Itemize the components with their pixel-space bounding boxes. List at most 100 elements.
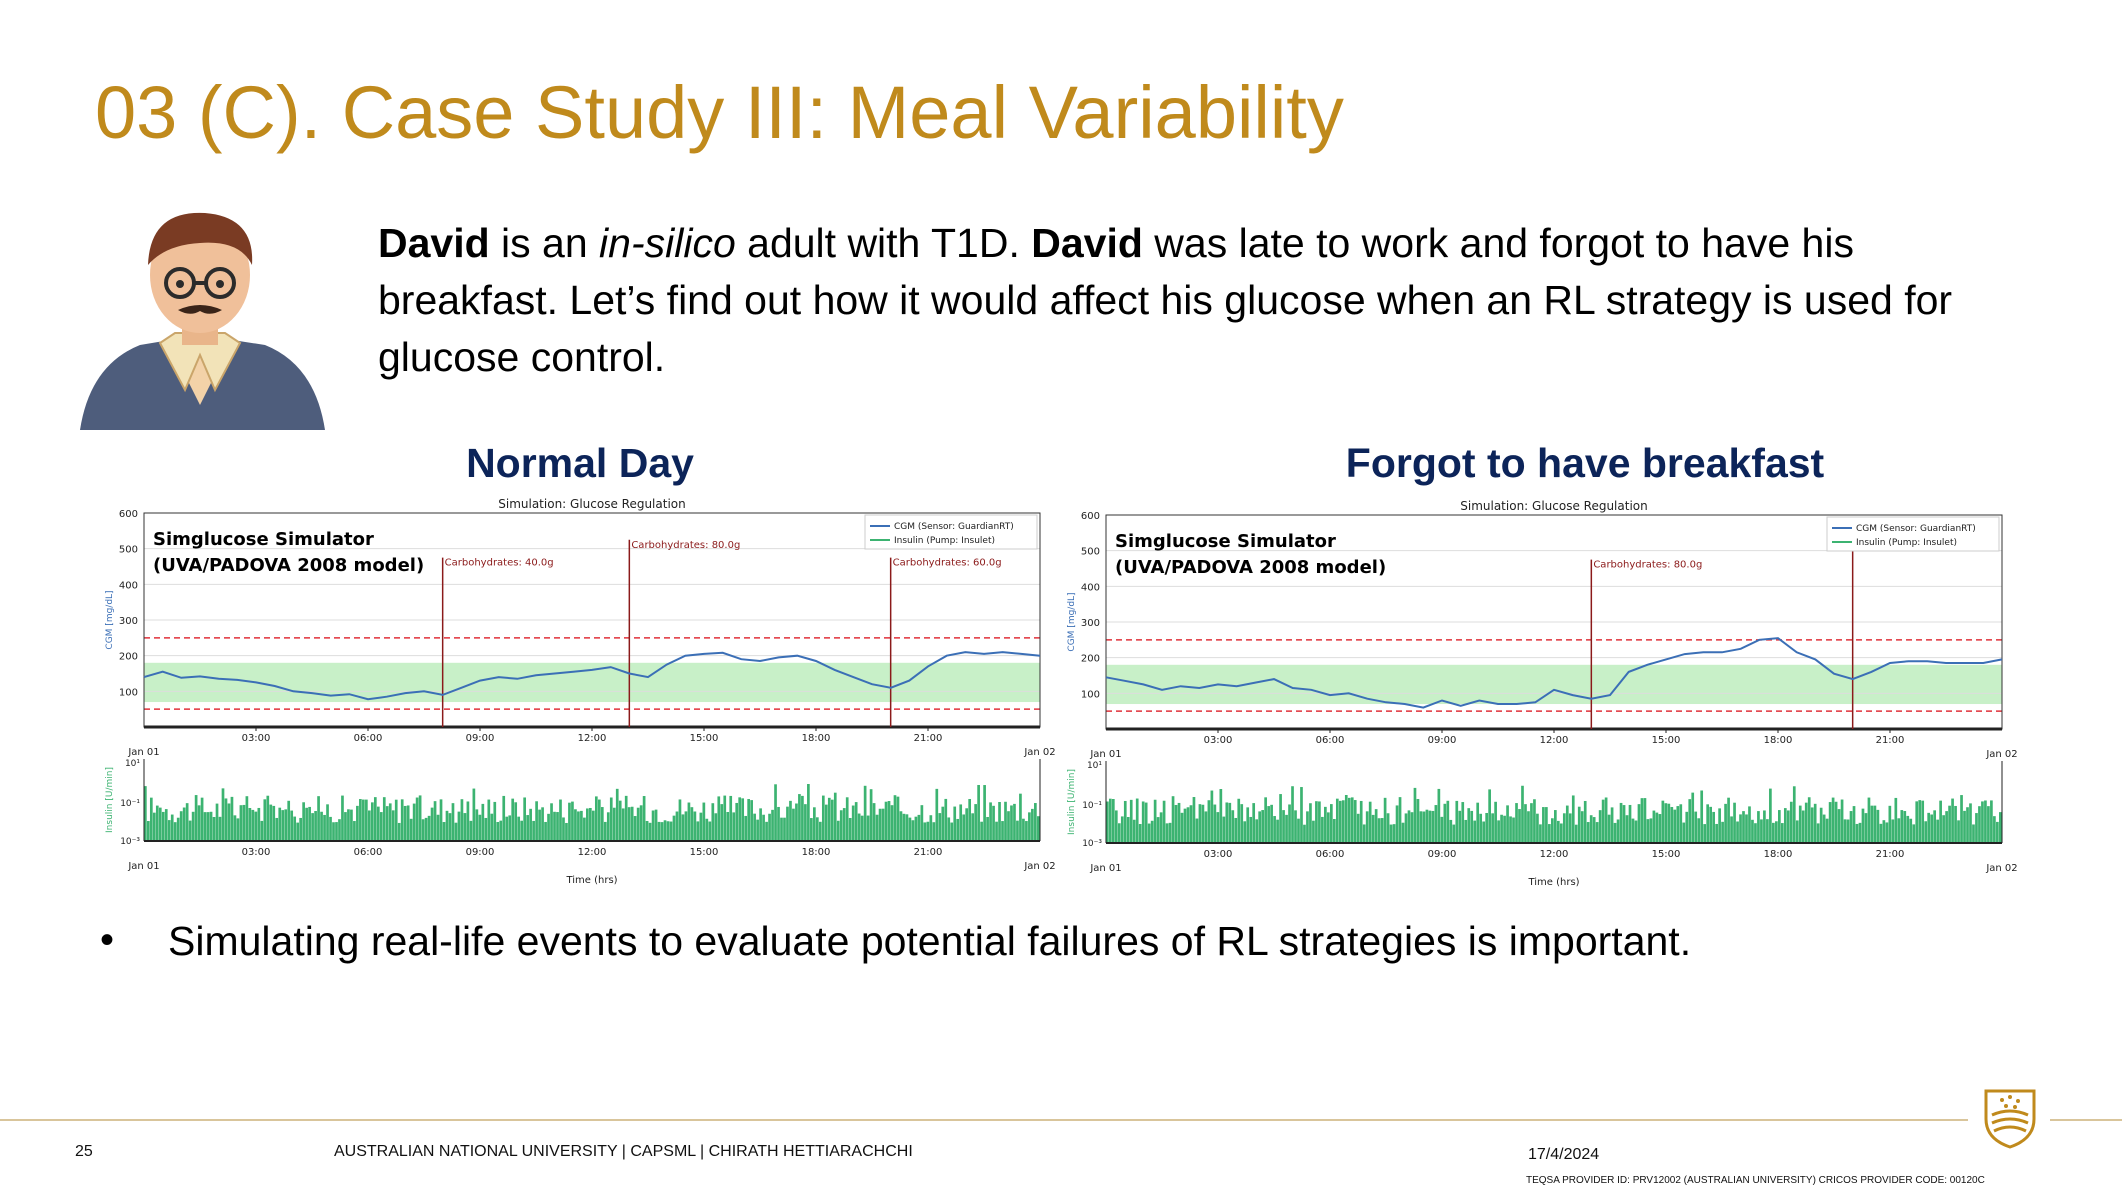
insulin-bar (188, 820, 192, 841)
insulin-bar (592, 810, 595, 841)
insulin-bar (1900, 810, 1904, 843)
insulin-bar (1437, 788, 1441, 843)
insulin-bar (1873, 805, 1877, 843)
insulin-x-tick-label: 09:00 (466, 847, 495, 858)
insulin-bar (1718, 808, 1721, 843)
chart-title: Simulation: Glucose Regulation (1460, 499, 1647, 513)
insulin-bar (938, 813, 942, 841)
insulin-bar (1903, 811, 1907, 843)
insulin-bar (1948, 805, 1951, 843)
insulin-bar (699, 812, 703, 841)
insulin-bar (1455, 800, 1459, 843)
x-tick-label: 09:00 (466, 733, 495, 744)
insulin-bar (1288, 804, 1291, 843)
insulin-bar (690, 807, 694, 841)
insulin-bar (553, 811, 556, 841)
insulin-bar (1607, 814, 1611, 843)
insulin-bar (839, 810, 843, 841)
insulin-bar (1273, 816, 1276, 843)
insulin-bar (1685, 811, 1689, 843)
insulin-bar (1353, 800, 1357, 843)
insulin-bar (1882, 820, 1886, 843)
insulin-bar (1452, 824, 1456, 843)
insulin-bar (176, 817, 180, 841)
cgm-series-line (143, 651, 1041, 701)
insulin-bar (1422, 811, 1426, 843)
insulin-bar (1646, 819, 1650, 843)
x-tick-label: 15:00 (690, 733, 719, 744)
insulin-bar (164, 809, 168, 841)
insulin-bar (830, 799, 834, 841)
insulin-bar (167, 820, 171, 841)
insulin-bar (687, 802, 691, 841)
bullet-marker: • (100, 918, 115, 962)
insulin-bar (1939, 800, 1942, 843)
insulin-bar (726, 811, 730, 841)
insulin-bar (1315, 801, 1318, 843)
insulin-bar (1912, 824, 1916, 843)
slide-title: 03 (C). Case Study III: Meal Variability (95, 71, 1344, 154)
insulin-bar (329, 816, 332, 841)
insulin-bar (1858, 822, 1862, 843)
insulin-bar (368, 810, 371, 841)
insulin-bar (1783, 808, 1787, 843)
insulin-bar (1921, 800, 1925, 843)
insulin-bar (544, 821, 547, 841)
insulin-x-tick-label: 06:00 (1316, 849, 1345, 860)
insulin-bar (992, 805, 995, 841)
insulin-bar (810, 818, 813, 841)
insulin-bar (714, 813, 718, 841)
insulin-bar (1144, 802, 1148, 843)
insulin-bar (1649, 818, 1653, 843)
insulin-bar (182, 807, 186, 841)
insulin-bar (332, 822, 335, 841)
insulin-bar (851, 805, 855, 841)
insulin-tick-label: 10⁻³ (1082, 839, 1102, 849)
insulin-bar (1449, 819, 1453, 843)
insulin-bar (1891, 819, 1895, 843)
insulin-bar (469, 820, 473, 841)
insulin-bar (290, 810, 294, 841)
insulin-bar (1559, 823, 1563, 843)
insulin-x-tick-label: 12:00 (1540, 849, 1569, 860)
insulin-bar (1757, 811, 1760, 843)
y-tick-label: 400 (1081, 582, 1100, 593)
insulin-bar (200, 797, 204, 841)
insulin-bar (1795, 820, 1799, 843)
insulin-bar (424, 817, 428, 841)
insulin-bar (227, 803, 231, 841)
y-tick-label: 500 (1081, 547, 1100, 558)
insulin-bar (1461, 802, 1465, 843)
insulin-bar (269, 804, 273, 841)
insulin-bar (836, 820, 840, 841)
insulin-bar (1978, 806, 1981, 843)
insulin-bar (562, 817, 565, 841)
insulin-bar (896, 796, 900, 841)
insulin-bar (1306, 811, 1309, 843)
insulin-bar (1963, 810, 1966, 843)
insulin-bar (146, 821, 150, 841)
insulin-bar (1819, 807, 1823, 843)
insulin-bar (1117, 823, 1121, 843)
insulin-bar (762, 814, 765, 841)
intro-paragraph: David is an in-silico adult with T1D. Da… (378, 215, 2018, 386)
insulin-bar (1700, 790, 1704, 843)
insulin-bar (209, 811, 213, 841)
intro-name: David (378, 220, 490, 266)
insulin-bar (1918, 800, 1922, 843)
insulin-tick-label: 10¹ (1087, 761, 1102, 771)
insulin-bar (397, 822, 401, 841)
insulin-bar (1825, 818, 1829, 843)
insulin-bar (1446, 800, 1450, 843)
insulin-bar (493, 801, 497, 841)
insulin-bar (218, 816, 222, 841)
insulin-bar (747, 799, 750, 841)
insulin-bar (1180, 812, 1184, 843)
insulin-bar (275, 817, 279, 841)
insulin-bar (1530, 803, 1533, 843)
insulin-bar (929, 815, 933, 841)
insulin-bar (965, 808, 969, 841)
insulin-bar (1957, 820, 1960, 843)
insulin-bar (406, 805, 410, 841)
insulin-bar (705, 818, 709, 841)
